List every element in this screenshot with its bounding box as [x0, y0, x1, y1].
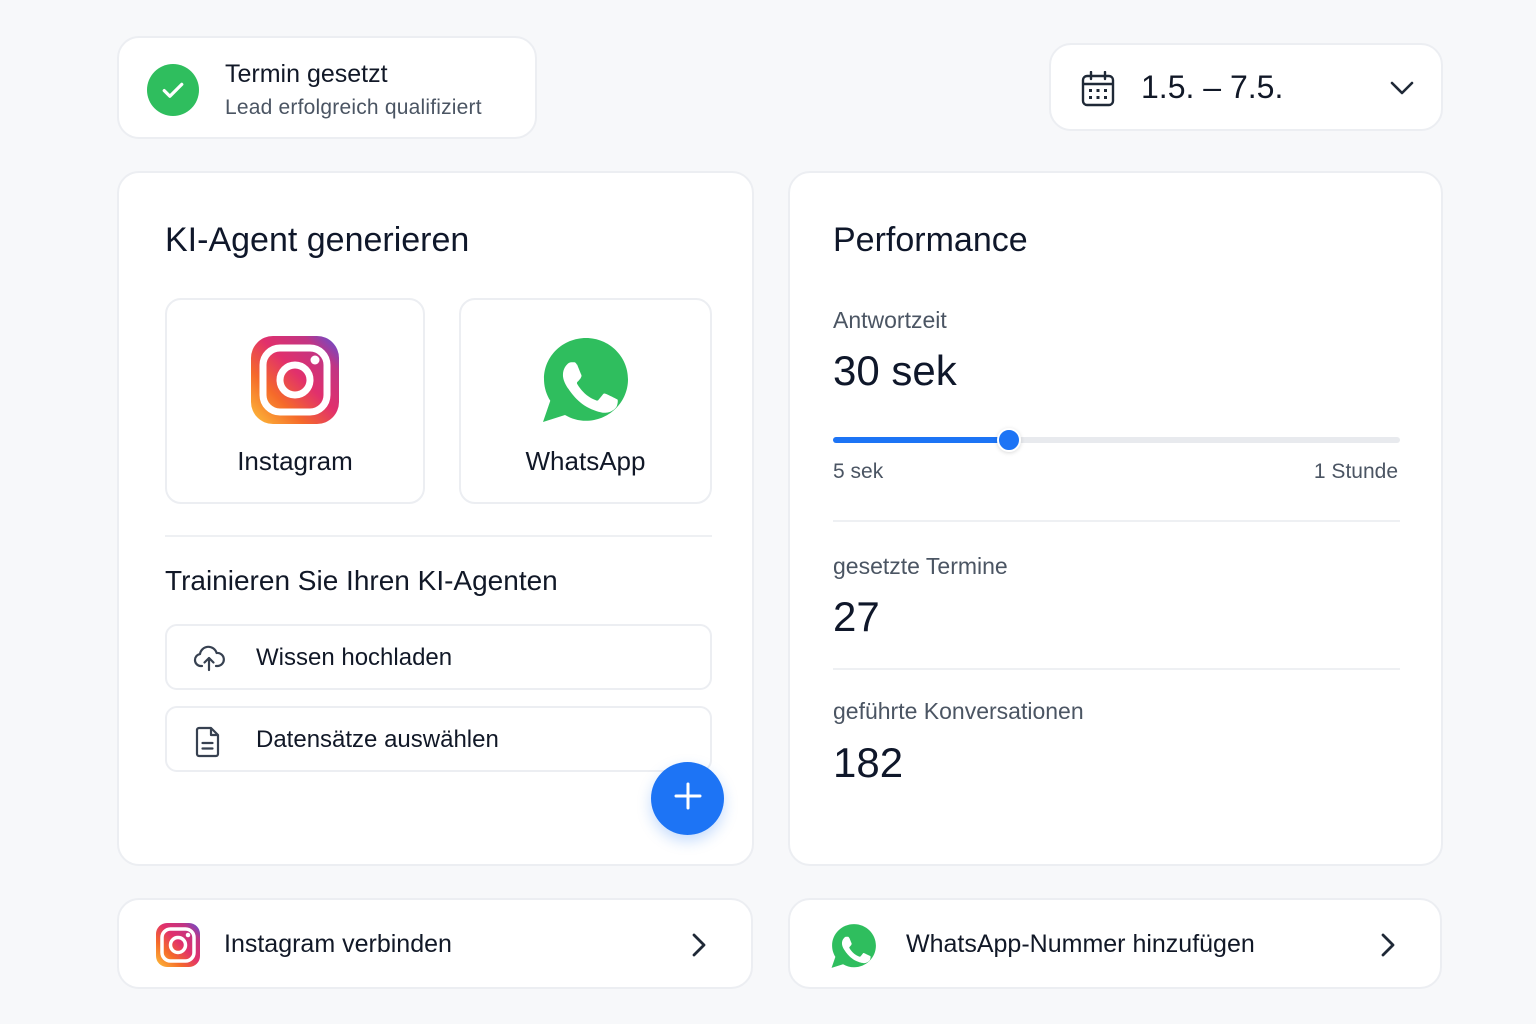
select-datasets-label: Datensätze auswählen: [256, 726, 499, 753]
chevron-right-icon: [691, 932, 707, 963]
plus-icon: [673, 781, 703, 816]
divider: [833, 520, 1400, 522]
response-time-value: 30 sek: [833, 347, 957, 394]
agent-card-title: KI-Agent generieren: [165, 221, 470, 259]
chevron-down-icon: [1389, 77, 1415, 104]
response-time-slider[interactable]: [833, 428, 1400, 452]
date-range-label: 1.5. – 7.5.: [1141, 69, 1284, 105]
instagram-icon: [155, 922, 201, 973]
conversations-value: 182: [833, 739, 904, 786]
performance-title: Performance: [833, 221, 1028, 259]
toast-subtitle: Lead erfolgreich qualifiziert: [225, 96, 482, 119]
check-circle-icon: [147, 64, 199, 116]
conversations-label: geführte Konversationen: [833, 698, 1084, 724]
train-title: Trainieren Sie Ihren KI-Agenten: [165, 565, 558, 596]
performance-card: Performance Antwortzeit 30 sek 5 sek 1 S…: [788, 171, 1443, 866]
appointments-label: gesetzte Termine: [833, 553, 1008, 579]
response-time-label: Antwortzeit: [833, 307, 947, 333]
platform-whatsapp[interactable]: WhatsApp: [459, 298, 712, 504]
appointments-value: 27: [833, 593, 880, 640]
calendar-icon: [1081, 70, 1115, 112]
connect-instagram-button[interactable]: Instagram verbinden: [117, 898, 753, 989]
divider: [165, 535, 712, 537]
slider-track: [833, 437, 1400, 443]
slider-min-label: 5 sek: [833, 460, 884, 483]
whatsapp-icon: [830, 922, 878, 975]
date-range-picker[interactable]: 1.5. – 7.5.: [1049, 43, 1443, 131]
whatsapp-icon: [540, 334, 632, 431]
add-whatsapp-number-label: WhatsApp-Nummer hinzufügen: [906, 930, 1255, 958]
add-button[interactable]: [651, 762, 724, 835]
connect-instagram-label: Instagram verbinden: [224, 930, 452, 958]
chevron-right-icon: [1380, 932, 1396, 963]
document-icon: [193, 726, 223, 763]
status-toast: Termin gesetzt Lead erfolgreich qualifiz…: [117, 36, 537, 139]
cloud-upload-icon: [193, 644, 225, 677]
agent-card: KI-Agent generieren Instagram WhatsApp T…: [117, 171, 754, 866]
slider-thumb[interactable]: [996, 428, 1021, 452]
slider-fill: [833, 437, 1009, 443]
slider-max-label: 1 Stunde: [1313, 460, 1398, 483]
select-datasets-button[interactable]: Datensätze auswählen: [165, 706, 712, 772]
platform-whatsapp-label: WhatsApp: [525, 446, 646, 476]
divider: [833, 668, 1400, 670]
platform-instagram-label: Instagram: [237, 446, 353, 476]
upload-knowledge-label: Wissen hochladen: [256, 644, 453, 671]
platform-instagram[interactable]: Instagram: [165, 298, 425, 504]
add-whatsapp-number-button[interactable]: WhatsApp-Nummer hinzufügen: [788, 898, 1442, 989]
upload-knowledge-button[interactable]: Wissen hochladen: [165, 624, 712, 690]
instagram-icon: [249, 334, 341, 431]
toast-title: Termin gesetzt: [225, 60, 388, 88]
